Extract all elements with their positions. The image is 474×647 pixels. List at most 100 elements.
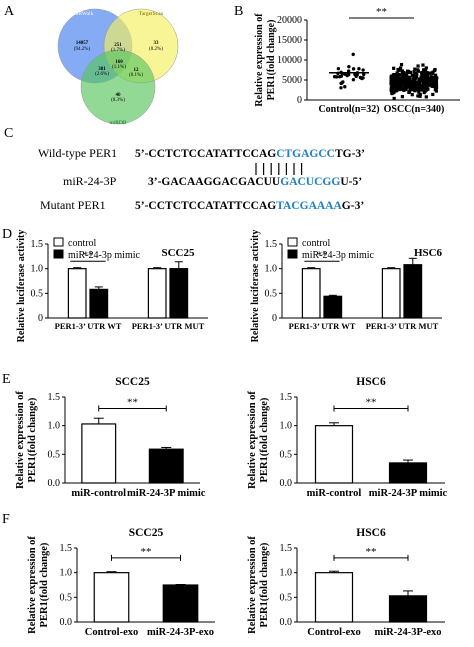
mut-sequence: 5’-CCTCTCCATATTCCAGTACGAAAAG-3’ <box>135 200 364 212</box>
data-point-oscc <box>398 67 402 71</box>
legend-label: control <box>68 238 97 249</box>
y-tick-label: 1.5 <box>265 239 278 250</box>
chart-title: SCC25 <box>115 376 150 388</box>
data-point-control <box>341 80 345 84</box>
data-point-oscc <box>412 70 416 74</box>
x-tick-label: PER1-3’ UTR MUT <box>366 321 439 331</box>
data-point-oscc <box>422 70 426 74</box>
data-point-oscc <box>413 82 417 86</box>
data-point-oscc <box>420 73 424 77</box>
mut-seq-site: TACGAAAA <box>276 200 342 212</box>
data-point-oscc <box>414 72 418 76</box>
venn-count-a: 14057 <box>76 41 89 46</box>
x-tick-label: miR-control <box>71 488 126 499</box>
data-point-oscc <box>397 86 401 90</box>
data-point-oscc <box>421 78 425 82</box>
panel-label-e: E <box>2 372 11 387</box>
data-point-oscc <box>431 78 435 82</box>
data-point-oscc <box>416 68 420 72</box>
panel-label-f: F <box>2 512 10 527</box>
venn-count-bc: 12 <box>134 68 140 73</box>
panel-label-b: B <box>234 4 243 19</box>
venn-label-mirdb: miRDB <box>109 120 126 126</box>
y-tick-label: 1.0 <box>280 568 293 579</box>
data-point-oscc <box>392 66 396 70</box>
bar <box>81 423 117 484</box>
data-point-oscc <box>399 73 403 77</box>
data-point-oscc <box>406 69 410 73</box>
y-axis-label-line: PER1(fold change) <box>39 542 50 627</box>
data-point-control <box>346 69 351 73</box>
data-point-oscc <box>425 81 429 85</box>
data-point-oscc <box>400 95 405 99</box>
y-tick-label: 20000 <box>277 15 302 26</box>
y-tick-label: 0.0 <box>60 617 73 628</box>
y-tick-label: 5000 <box>282 75 302 86</box>
y-tick-label: 1.0 <box>280 421 293 432</box>
data-point-oscc <box>405 75 409 80</box>
data-point-oscc <box>422 75 426 80</box>
chart-expression-hsc6-mimic: 0.0 0.5 1.0 1.5 Relative expression ofPER1(f… <box>247 376 448 499</box>
data-point-oscc <box>424 95 428 99</box>
data-point-oscc <box>417 77 422 81</box>
chart-expression-hsc6-exo: 0.0 0.5 1.0 1.5 Relative expression ofPER1(f… <box>247 527 445 638</box>
data-point-oscc <box>407 82 411 87</box>
venn-circle-mirdb <box>80 49 156 125</box>
bar <box>314 572 354 623</box>
data-point-oscc <box>399 63 404 67</box>
significance-marker: ** <box>366 396 377 408</box>
bar <box>388 462 428 484</box>
data-point-control <box>361 68 365 72</box>
data-point-oscc <box>396 67 400 72</box>
data-point-oscc <box>408 85 412 90</box>
data-point-oscc <box>402 70 406 75</box>
data-point-oscc <box>394 89 398 93</box>
y-tick-label: 0.5 <box>60 592 73 603</box>
data-point-oscc <box>434 89 438 93</box>
data-point-oscc <box>424 88 428 92</box>
sequence-alignment: Wild-type PER1 5’-CCTCTCCATATTCCAGCTGAGC… <box>38 146 365 212</box>
mut-label: Mutant PER1 <box>40 198 106 212</box>
legend-swatch <box>53 249 64 259</box>
y-axis-label-line: Relative expression of <box>247 536 258 634</box>
significance-marker: ** <box>366 546 377 558</box>
venn-diagram: miRWalk TargetScan miRDB 14057 (94.2%) 2… <box>57 8 179 126</box>
data-point-oscc <box>403 73 407 77</box>
wt-label: Wild-type PER1 <box>38 146 117 160</box>
bar <box>169 268 189 319</box>
y-axis-label-line: Relative expression of <box>15 391 26 489</box>
mut-seq-suffix: G-3’ <box>342 200 364 212</box>
data-point-oscc <box>392 81 396 85</box>
significance-marker: ** <box>127 396 138 408</box>
data-point-oscc <box>404 86 408 90</box>
x-tick-label: miR-control <box>307 488 362 499</box>
data-point-oscc <box>425 70 429 75</box>
y-tick-label: 0.0 <box>280 478 293 489</box>
data-point-oscc <box>416 82 420 86</box>
y-axis-label: Relative expression ofPER1(fold change) <box>247 536 270 634</box>
data-point-oscc <box>389 75 393 80</box>
y-tick-label: 15000 <box>277 35 302 46</box>
venn-count-ac: 381 <box>98 67 106 72</box>
data-point-oscc <box>391 87 395 91</box>
bar <box>323 295 343 319</box>
x-tick-label: OSCC(n=340) <box>384 104 445 115</box>
data-point-oscc <box>421 85 425 90</box>
data-point-control <box>353 72 357 77</box>
y-tick-label: 1.0 <box>265 264 278 275</box>
data-point-oscc <box>401 86 406 91</box>
x-tick-label: Control(n=32) <box>318 104 379 115</box>
y-axis-label-line: PER1(fold change) <box>259 542 270 627</box>
mir-sequence: 3’-GACAAGGACGACUUGACUCGGU-5’ <box>148 176 362 188</box>
data-point-control <box>336 66 341 71</box>
data-point-oscc <box>396 82 400 86</box>
y-axis-label: Relative expression ofPER1(fold change) <box>27 536 50 634</box>
data-point-oscc <box>423 68 428 72</box>
data-point-oscc <box>400 76 404 80</box>
data-point-oscc <box>391 84 395 89</box>
panel-label-d: D <box>2 227 12 242</box>
bar <box>162 584 199 623</box>
data-point-oscc <box>389 85 393 90</box>
data-point-oscc <box>434 79 439 83</box>
